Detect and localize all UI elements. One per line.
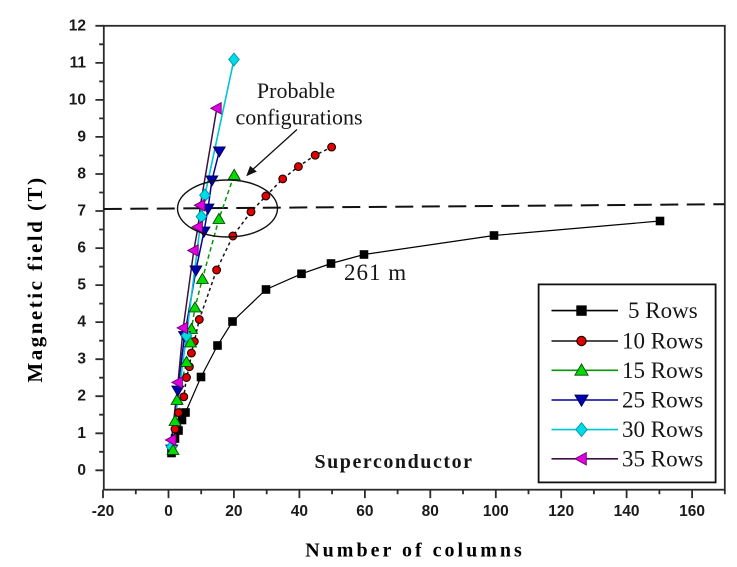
svg-text:30 Rows: 30 Rows xyxy=(622,417,703,442)
svg-text:6: 6 xyxy=(77,240,86,257)
svg-text:2: 2 xyxy=(77,388,86,405)
svg-text:12: 12 xyxy=(69,17,86,34)
svg-text:Magnetic field (T): Magnetic field (T) xyxy=(23,175,47,382)
svg-text:60: 60 xyxy=(356,503,373,520)
svg-text:5: 5 xyxy=(77,277,86,294)
svg-text:261 m: 261 m xyxy=(344,260,407,285)
svg-text:35 Rows: 35 Rows xyxy=(622,446,703,471)
svg-text:configurations: configurations xyxy=(235,105,362,130)
svg-text:4: 4 xyxy=(77,314,86,331)
svg-text:-20: -20 xyxy=(92,503,114,520)
svg-text:1: 1 xyxy=(77,425,86,442)
svg-text:Number of columns: Number of columns xyxy=(305,540,525,562)
svg-text:25 Rows: 25 Rows xyxy=(622,388,703,413)
svg-text:5 Rows: 5 Rows xyxy=(628,298,698,323)
svg-text:Superconductor: Superconductor xyxy=(314,451,473,473)
svg-text:8: 8 xyxy=(77,166,86,183)
svg-text:0: 0 xyxy=(164,503,173,520)
svg-text:40: 40 xyxy=(291,503,308,520)
svg-text:10 Rows: 10 Rows xyxy=(622,329,703,354)
svg-text:3: 3 xyxy=(77,351,86,368)
svg-text:7: 7 xyxy=(77,203,86,220)
svg-text:11: 11 xyxy=(70,54,87,71)
svg-text:Probable: Probable xyxy=(257,78,335,103)
svg-text:100: 100 xyxy=(483,503,509,520)
svg-text:10: 10 xyxy=(69,91,86,108)
svg-text:140: 140 xyxy=(614,503,640,520)
svg-text:80: 80 xyxy=(422,503,439,520)
svg-text:120: 120 xyxy=(548,503,574,520)
svg-text:20: 20 xyxy=(225,503,242,520)
svg-text:160: 160 xyxy=(679,503,705,520)
svg-text:0: 0 xyxy=(77,462,86,479)
svg-text:9: 9 xyxy=(77,128,86,145)
svg-text:15 Rows: 15 Rows xyxy=(622,358,703,383)
